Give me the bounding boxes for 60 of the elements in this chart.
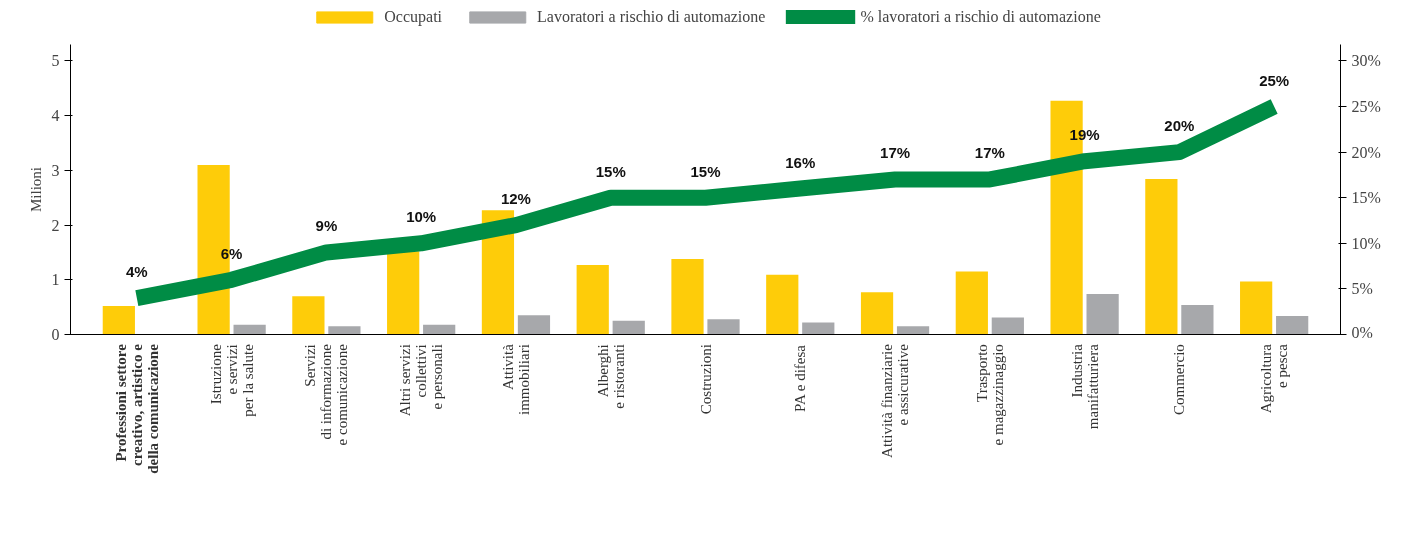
data-label: 15%: [595, 162, 626, 180]
data-label: 9%: [315, 217, 338, 235]
bar: [860, 292, 894, 335]
x-tick-label: Trasporto e magazzinaggio: [973, 344, 1006, 446]
data-label: 20%: [1164, 117, 1195, 135]
y-axis-title: Milioni: [27, 166, 44, 212]
bar: [1145, 179, 1178, 335]
data-label: 12%: [500, 190, 531, 208]
bar: [102, 306, 135, 335]
y2-tick-label: 25%: [1351, 98, 1381, 116]
x-tick-label: Istruzione e servizi per la salute: [207, 343, 256, 417]
y2-tick-label: 15%: [1351, 189, 1381, 207]
bar: [802, 322, 835, 335]
bar: [612, 320, 645, 335]
bar: [517, 315, 551, 335]
bar: [292, 296, 325, 335]
bar: [707, 319, 740, 335]
data-label: 17%: [880, 144, 911, 162]
bar: [955, 271, 988, 335]
y2-tick-label: 0%: [1351, 323, 1373, 341]
bar: [387, 251, 420, 335]
x-tick-label: PA e difesa: [792, 344, 809, 412]
bar: [423, 324, 456, 335]
legend-label: Occupati: [384, 8, 443, 26]
x-tick-label: Professioni settore creativo, artistico e della comunicazione: [112, 343, 161, 474]
bar: [991, 317, 1024, 335]
bar: [328, 326, 361, 335]
bar: [233, 324, 266, 335]
bar: [1276, 315, 1309, 335]
data-label: 17%: [974, 144, 1005, 162]
y-tick-label: 2: [51, 216, 60, 234]
bar: [671, 258, 704, 335]
x-tick-label: Alberghi e ristoranti: [594, 344, 627, 409]
y2-tick-label: 20%: [1351, 143, 1381, 161]
bar: [896, 326, 930, 335]
legend-label: % lavoratori a rischio di automazione: [860, 8, 1101, 26]
y-tick-label: 5: [51, 52, 60, 70]
y-tick-label: 1: [51, 271, 60, 289]
y-tick-label: 4: [51, 107, 60, 125]
y2-tick-label: 10%: [1351, 234, 1381, 252]
y-tick-label: 0: [51, 326, 60, 343]
data-label: 16%: [785, 153, 816, 171]
x-tick-label: Attività finanziarie e assicurative: [879, 343, 912, 458]
bar: [766, 274, 799, 335]
y2-tick-label: 5%: [1351, 280, 1373, 298]
x-tick-label: Costruzioni: [697, 344, 714, 415]
y2-tick-label: 30%: [1351, 52, 1381, 70]
bar: [1086, 294, 1119, 335]
data-label: 4%: [126, 263, 148, 281]
x-tick-label: Industria manifatturiera: [1068, 343, 1101, 430]
bar: [1181, 304, 1214, 335]
data-label: 15%: [690, 162, 721, 180]
data-label: 25%: [1259, 71, 1290, 89]
legend-label: Lavoratori a rischio di automazione: [537, 8, 766, 26]
y-tick-label: 3: [51, 161, 60, 179]
x-tick-label: Agricoltura e pesca: [1258, 343, 1291, 414]
bar: [1240, 281, 1273, 335]
x-tick-label: Commercio: [1171, 344, 1188, 416]
data-label: 10%: [406, 208, 437, 226]
bar: [576, 265, 609, 335]
